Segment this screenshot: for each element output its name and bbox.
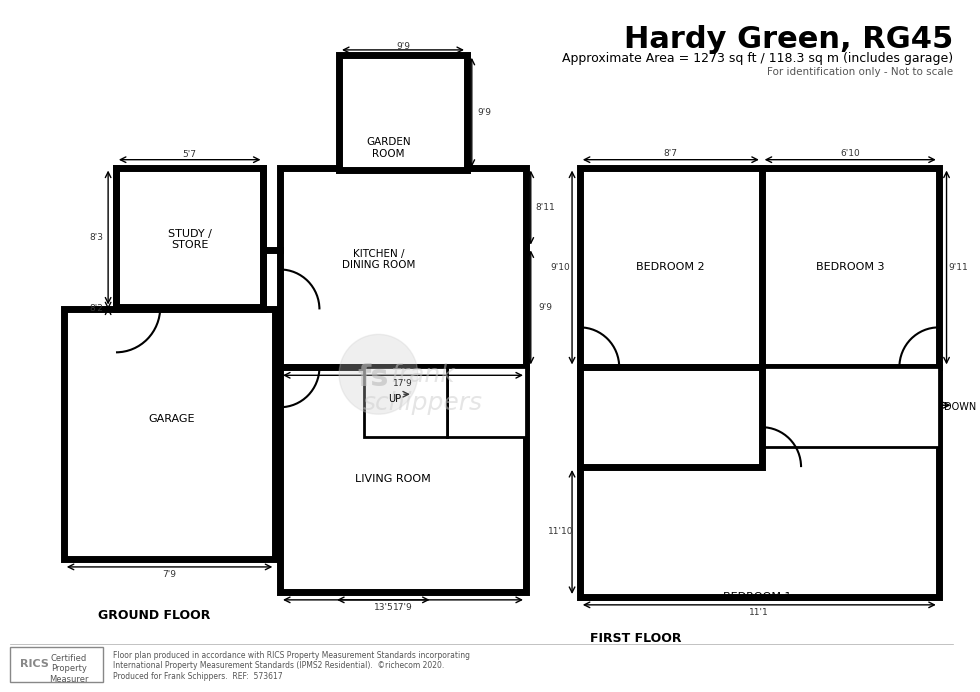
- Text: FIRST FLOOR: FIRST FLOOR: [590, 632, 681, 645]
- Text: GARDEN
ROOM: GARDEN ROOM: [366, 137, 411, 158]
- Bar: [116, 167, 264, 307]
- Bar: [580, 167, 939, 597]
- Text: 11'10: 11'10: [548, 527, 573, 536]
- Bar: [339, 55, 466, 170]
- Text: DOWN: DOWN: [944, 402, 976, 412]
- Bar: [580, 367, 761, 467]
- Text: 9'9: 9'9: [396, 42, 410, 51]
- Text: BEDROOM 2: BEDROOM 2: [636, 262, 705, 273]
- Text: GROUND FLOOR: GROUND FLOOR: [98, 609, 211, 622]
- Bar: [280, 167, 526, 367]
- Bar: [761, 367, 939, 447]
- Text: Floor plan produced in accordance with RICS Property Measurement Standards incor: Floor plan produced in accordance with R…: [113, 650, 470, 680]
- Circle shape: [339, 334, 417, 415]
- Text: 13'5: 13'5: [373, 603, 393, 612]
- Text: frank
schippers: frank schippers: [363, 363, 483, 415]
- Text: 8'11: 8'11: [536, 203, 556, 212]
- Bar: [364, 367, 447, 437]
- Text: 11'1: 11'1: [750, 608, 769, 617]
- Bar: [64, 309, 275, 559]
- Text: RICS: RICS: [20, 659, 49, 668]
- Text: Approximate Area = 1273 sq ft / 118.3 sq m (includes garage): Approximate Area = 1273 sq ft / 118.3 sq…: [563, 52, 954, 65]
- Text: 8'2: 8'2: [89, 304, 103, 313]
- Bar: [447, 367, 526, 437]
- Text: BEDROOM 1: BEDROOM 1: [722, 592, 791, 602]
- Text: 7'9: 7'9: [163, 570, 176, 579]
- Text: KITCHEN /
DINING ROOM: KITCHEN / DINING ROOM: [342, 248, 416, 271]
- Text: 9'9: 9'9: [539, 303, 553, 312]
- Text: BEDROOM 3: BEDROOM 3: [816, 262, 885, 273]
- Text: Hardy Green, RG45: Hardy Green, RG45: [624, 25, 954, 54]
- Bar: [10, 647, 103, 682]
- Text: 17'9: 17'9: [393, 603, 413, 612]
- Text: 17'9: 17'9: [393, 379, 413, 388]
- Text: STUDY /
STORE: STUDY / STORE: [168, 229, 212, 251]
- Text: UP: UP: [388, 394, 402, 404]
- Text: fs: fs: [358, 363, 389, 392]
- Text: 6'10: 6'10: [840, 149, 860, 158]
- Text: 8'7: 8'7: [663, 149, 677, 158]
- Text: 8'3: 8'3: [89, 233, 103, 242]
- Text: 9'11: 9'11: [949, 263, 968, 272]
- Text: GARAGE: GARAGE: [149, 415, 195, 424]
- Text: 9'10: 9'10: [551, 263, 570, 272]
- Bar: [280, 367, 526, 592]
- Text: 9'9: 9'9: [477, 108, 492, 117]
- Text: For identification only - Not to scale: For identification only - Not to scale: [767, 67, 954, 77]
- Text: 5'7: 5'7: [182, 150, 197, 159]
- Text: Certified
Property
Measurer: Certified Property Measurer: [49, 654, 88, 684]
- Text: LIVING ROOM: LIVING ROOM: [356, 474, 431, 484]
